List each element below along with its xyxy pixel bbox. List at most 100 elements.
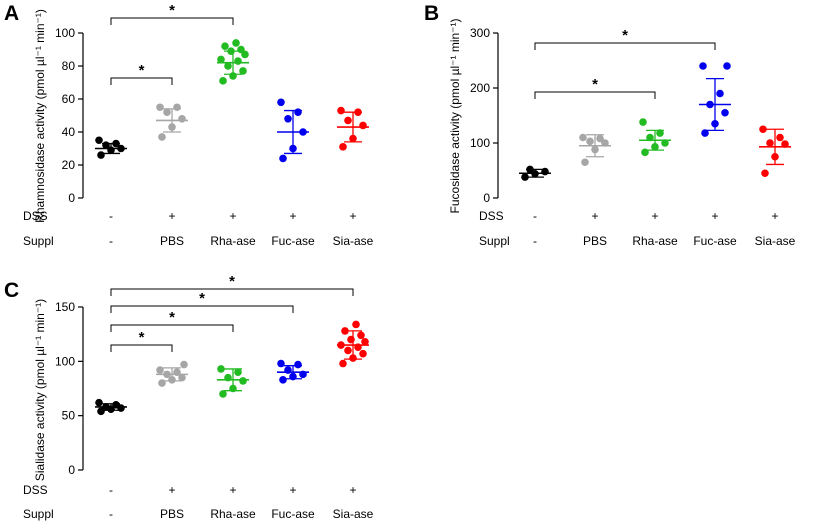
suppl-category-label: Rha-ase bbox=[210, 507, 256, 521]
data-point bbox=[339, 143, 347, 151]
data-point bbox=[761, 169, 769, 178]
data-point bbox=[541, 167, 549, 176]
dss-value: + bbox=[168, 483, 175, 497]
data-point bbox=[771, 152, 779, 161]
significance-star: * bbox=[229, 273, 235, 290]
data-point bbox=[759, 125, 767, 134]
axes: 0 50 100 150 bbox=[55, 300, 84, 477]
data-point bbox=[294, 360, 302, 369]
dss-row-label: DSS bbox=[23, 209, 48, 223]
data-point bbox=[347, 335, 355, 344]
dss-value: - bbox=[109, 209, 113, 223]
data-point bbox=[117, 144, 125, 153]
dss-value: - bbox=[109, 483, 113, 497]
dss-value: + bbox=[711, 209, 718, 223]
significance-star: * bbox=[622, 27, 628, 44]
data-point bbox=[284, 366, 292, 374]
significance-bracket bbox=[110, 17, 234, 25]
significance-bracket bbox=[534, 91, 656, 99]
data-point bbox=[107, 146, 115, 154]
dss-value: + bbox=[229, 209, 236, 223]
y-tick-label: 60 bbox=[62, 92, 76, 106]
data-point bbox=[239, 377, 247, 385]
data-point bbox=[723, 62, 731, 70]
suppl-category-label: Fuc-ase bbox=[693, 234, 737, 248]
data-point bbox=[279, 376, 287, 384]
y-tick-label: 100 bbox=[55, 26, 75, 40]
data-point bbox=[521, 173, 529, 181]
suppl-row-label: Suppl bbox=[479, 234, 510, 248]
significance-star: * bbox=[139, 62, 145, 79]
suppl-category-label: - bbox=[533, 234, 537, 248]
data-point bbox=[168, 123, 176, 131]
data-point bbox=[656, 129, 664, 137]
suppl-category-label: PBS bbox=[160, 507, 184, 521]
y-tick-label: 150 bbox=[55, 300, 75, 314]
data-point bbox=[156, 366, 164, 374]
panel-c-sialidase: C 0 50 100 150 - - + PBS + Rha-ase + Fuc-ase + Sia-a… bbox=[4, 273, 374, 521]
data-point bbox=[158, 133, 166, 141]
data-point bbox=[219, 77, 227, 85]
y-axis-label: Sialidase activity (pmol µl⁻¹ min⁻¹) bbox=[33, 299, 47, 481]
data-point bbox=[581, 158, 589, 167]
data-point bbox=[337, 341, 345, 349]
significance-brackets: ** bbox=[534, 27, 716, 99]
data-point bbox=[354, 343, 362, 352]
significance-bracket bbox=[110, 77, 173, 85]
y-tick-label: 0 bbox=[483, 191, 490, 205]
y-tick-label: 0 bbox=[68, 463, 75, 477]
axes: 0 100 200 300 bbox=[470, 26, 499, 205]
data-point bbox=[699, 62, 707, 70]
y-axis-label: Fucosidase activity (pmol µl⁻¹ min⁻¹) bbox=[448, 19, 462, 214]
data-point bbox=[173, 368, 181, 377]
dss-value: + bbox=[349, 209, 356, 223]
data-point bbox=[234, 368, 242, 377]
panel-b-fucosidase: B 0 100 200 300 - - + PBS + Rha-ase + Fuc-ase + Sia-… bbox=[424, 2, 796, 248]
data-point bbox=[661, 139, 669, 147]
data-point bbox=[97, 151, 105, 159]
data-point bbox=[526, 165, 534, 174]
data-point bbox=[596, 134, 604, 143]
data-point bbox=[721, 108, 729, 117]
suppl-category-label: - bbox=[109, 507, 113, 521]
data-point bbox=[337, 106, 345, 115]
data-point bbox=[299, 128, 307, 136]
suppl-category-label: Fuc-ase bbox=[271, 507, 315, 521]
dss-value: + bbox=[651, 209, 658, 223]
data-point bbox=[112, 401, 120, 409]
y-axis-label: Rhamnosidase activity (pmol µl⁻¹ min⁻¹) bbox=[33, 9, 47, 223]
data-point bbox=[234, 57, 242, 65]
data-point bbox=[173, 103, 181, 112]
significance-star: * bbox=[169, 2, 175, 19]
significance-bracket bbox=[110, 288, 354, 296]
dss-row-label: DSS bbox=[479, 209, 504, 223]
y-tick-label: 20 bbox=[62, 158, 76, 172]
data-point bbox=[168, 376, 176, 384]
dss-value: + bbox=[349, 483, 356, 497]
axes: 0 20 40 60 80 100 bbox=[55, 26, 84, 205]
data-point bbox=[361, 337, 369, 346]
data-point bbox=[221, 42, 229, 50]
data-marks: - - + PBS + Rha-ase + Fuc-ase + Sia-ase bbox=[519, 62, 796, 248]
y-tick-label: 80 bbox=[62, 59, 76, 73]
y-tick-label: 200 bbox=[470, 81, 490, 95]
dss-value: + bbox=[229, 483, 236, 497]
data-point bbox=[95, 398, 103, 407]
data-point bbox=[781, 140, 789, 148]
data-point bbox=[178, 115, 186, 123]
y-tick-label: 100 bbox=[55, 354, 75, 368]
data-point bbox=[284, 115, 292, 123]
suppl-row-label: Suppl bbox=[23, 507, 54, 521]
data-point bbox=[766, 139, 774, 147]
data-point bbox=[95, 136, 103, 145]
data-point bbox=[591, 145, 599, 154]
data-point bbox=[299, 370, 307, 379]
significance-bracket bbox=[534, 42, 716, 50]
data-point bbox=[289, 372, 297, 381]
significance-bracket bbox=[110, 324, 234, 332]
data-point bbox=[229, 384, 237, 393]
data-point bbox=[349, 354, 357, 362]
suppl-category-label: - bbox=[109, 234, 113, 248]
dss-value: + bbox=[168, 209, 175, 223]
data-point bbox=[344, 116, 352, 125]
